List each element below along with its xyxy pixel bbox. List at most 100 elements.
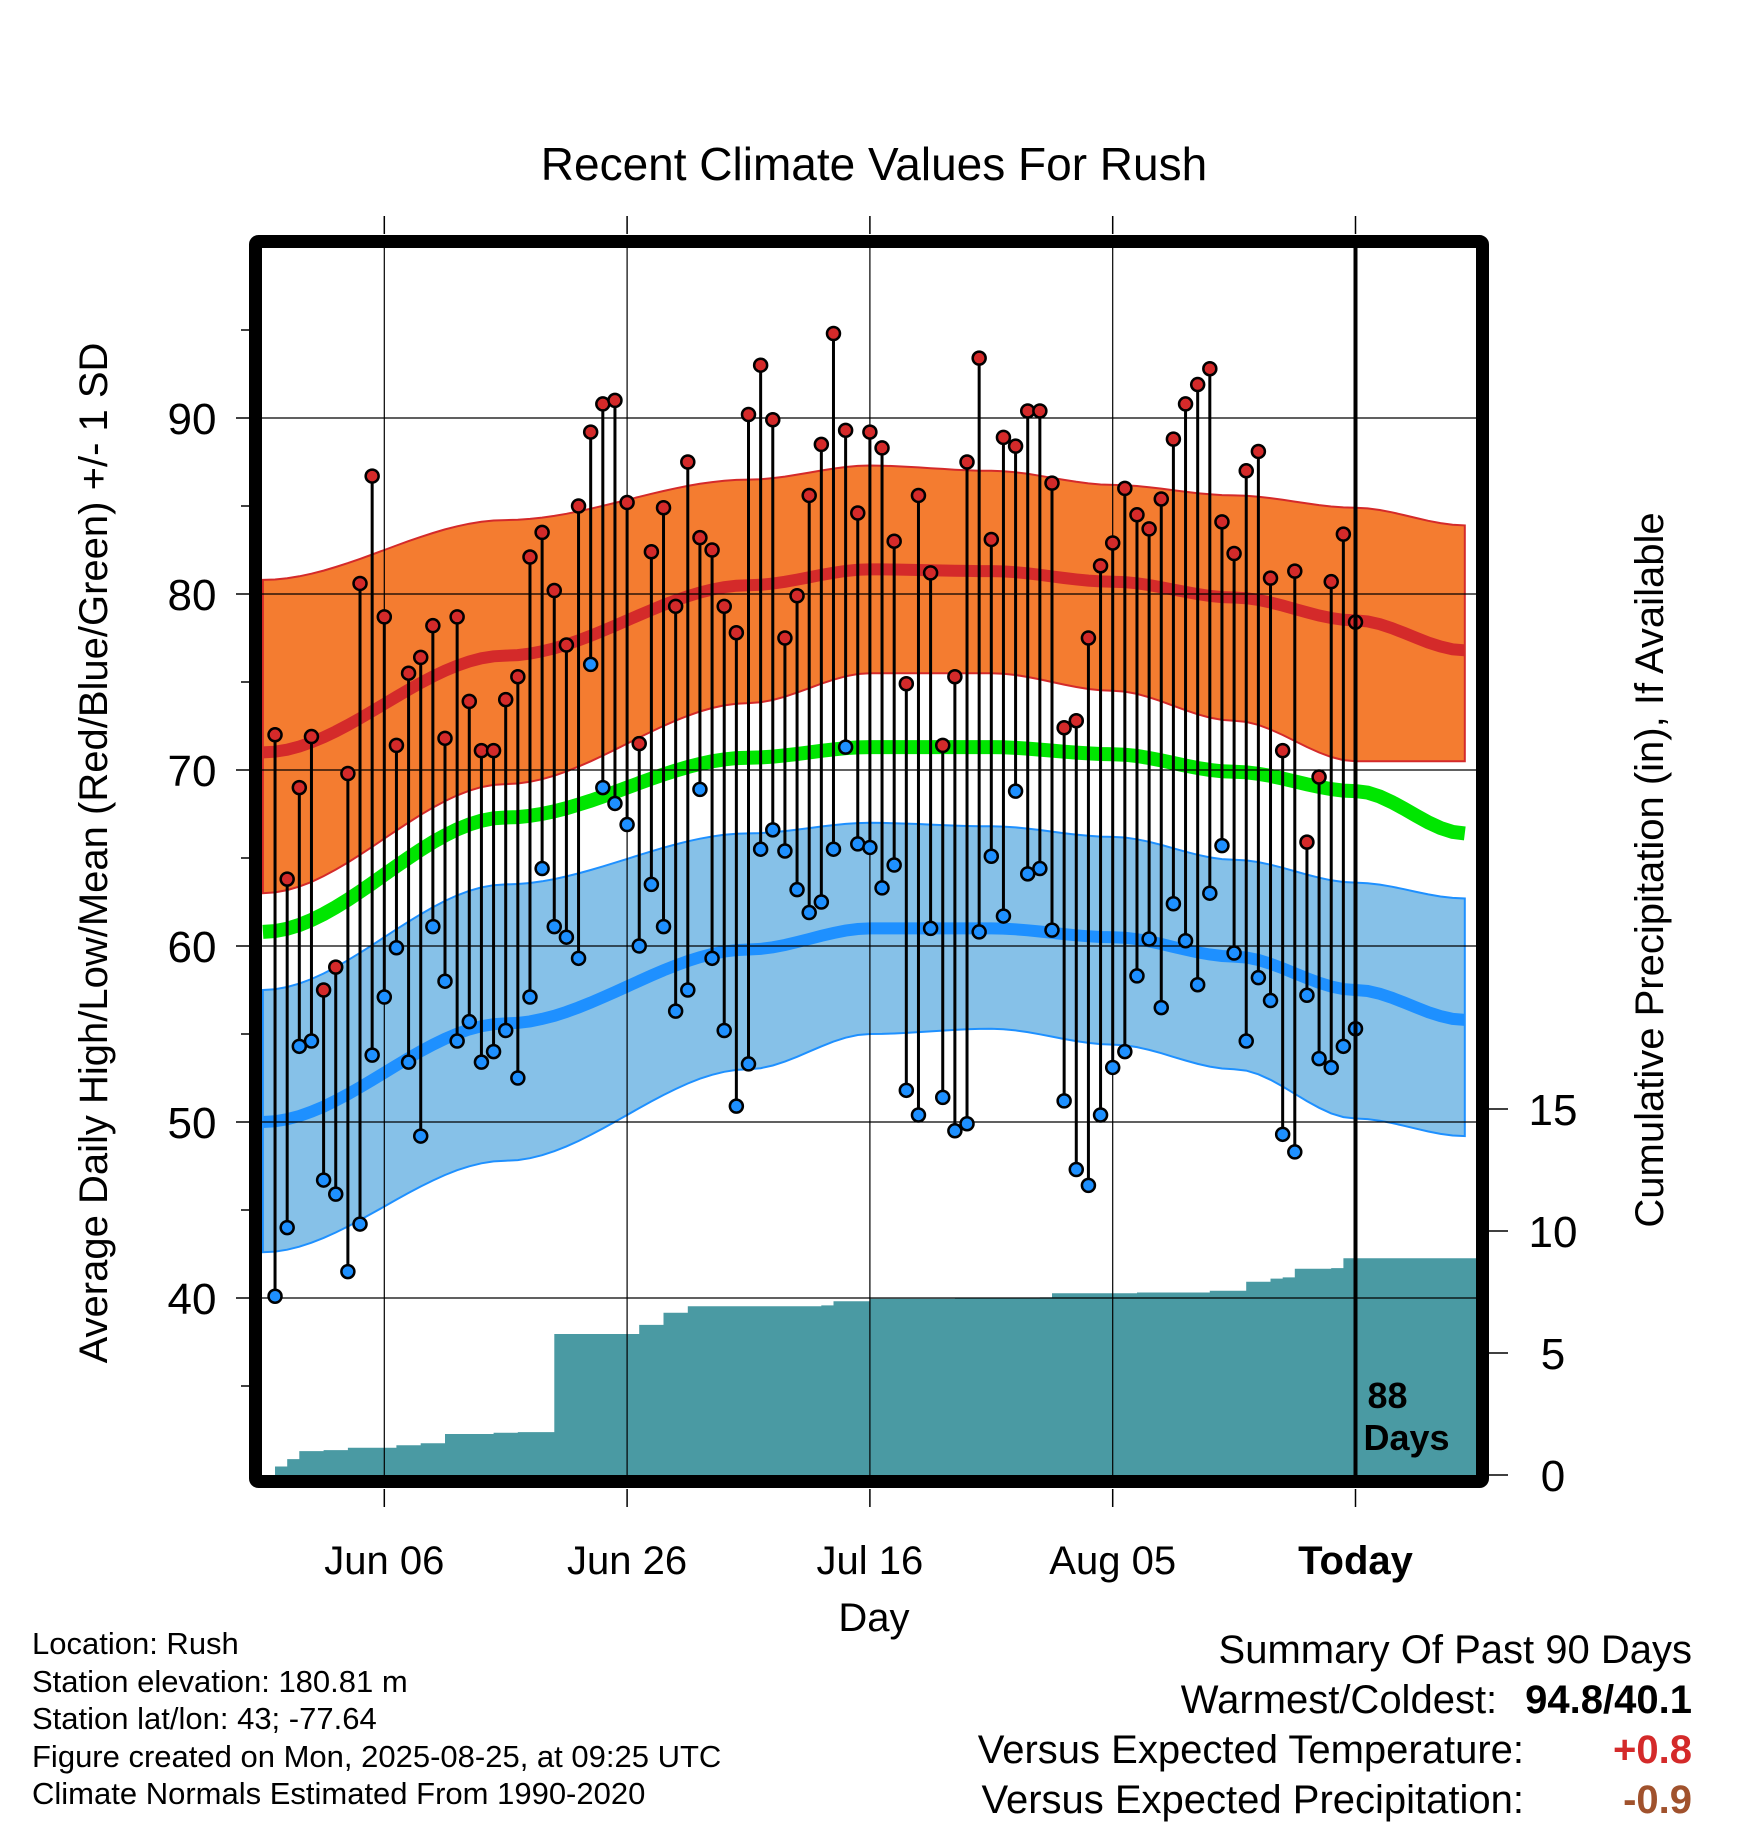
right-tick-label: 15 (1529, 1086, 1578, 1135)
y-tick-label: 40 (168, 1275, 217, 1324)
daily-low-point (1092, 1107, 1109, 1123)
daily-high-point (1226, 545, 1242, 562)
daily-low-point (910, 1107, 927, 1123)
daily-high-point (376, 609, 393, 625)
daily-high-point (485, 742, 502, 759)
daily-low-point (728, 1098, 745, 1114)
daily-high-point (983, 531, 1000, 548)
daily-high-point (315, 982, 332, 998)
daily-low-point (1311, 1050, 1327, 1067)
daily-low-point (1056, 1093, 1072, 1109)
x-tick-label: Jun 26 (567, 1539, 687, 1583)
daily-low-point (376, 989, 393, 1005)
daily-high-point (728, 624, 745, 641)
daily-low-point (922, 920, 939, 937)
daily-high-point (1141, 521, 1157, 537)
daily-low-point (704, 950, 720, 967)
daily-high-point (437, 730, 453, 747)
daily-low-point (740, 1056, 757, 1072)
daily-low-point (437, 973, 453, 989)
daily-high-point (1117, 480, 1133, 497)
temp-anomaly-label: Versus Expected Temperature: (977, 1728, 1524, 1772)
warmest-coldest-label: Warmest/Coldest: (1180, 1678, 1498, 1722)
daily-high-point (340, 765, 356, 782)
daily-low-point (874, 880, 890, 896)
daily-high-point (582, 424, 599, 440)
today-days-label: Days (1364, 1417, 1450, 1458)
summary-temp-anomaly: Versus Expected Temperature: +0.8 (978, 1725, 1692, 1775)
right-tick-label: 10 (1529, 1208, 1578, 1257)
daily-high-point (1177, 396, 1194, 412)
daily-low-point (267, 1288, 283, 1304)
daily-high-point (680, 454, 696, 470)
daily-high-point (267, 727, 283, 743)
daily-low-point (789, 881, 805, 898)
summary-precip-anomaly: Versus Expected Precipitation: -0.9 (978, 1775, 1692, 1825)
daily-low-point (692, 781, 708, 798)
daily-high-point (364, 468, 380, 484)
daily-low-point (522, 989, 538, 1005)
daily-low-point (1141, 931, 1157, 947)
daily-low-point (837, 739, 854, 755)
daily-low-point (1044, 922, 1060, 938)
daily-high-point (704, 542, 720, 558)
daily-high-point (643, 544, 660, 560)
daily-high-point (1274, 742, 1291, 759)
daily-low-point (327, 1186, 344, 1202)
daily-low-point (1032, 860, 1048, 877)
daily-high-point (1068, 712, 1085, 729)
daily-low-point (607, 795, 623, 812)
daily-low-point (1007, 783, 1024, 799)
daily-low-point (777, 843, 793, 859)
daily-low-point (1153, 999, 1170, 1016)
daily-low-point (510, 1070, 526, 1086)
daily-high-point (619, 494, 635, 511)
daily-high-point (1262, 570, 1279, 586)
daily-high-point (534, 524, 550, 541)
daily-high-point (352, 575, 368, 592)
station-latlon: Station lat/lon: 43; -77.64 (32, 1701, 377, 1736)
daily-low-point (546, 918, 563, 935)
daily-high-point (667, 598, 684, 615)
daily-low-point (1068, 1161, 1085, 1178)
daily-high-point (570, 498, 587, 514)
daily-low-point (995, 908, 1012, 924)
daily-low-point (485, 1043, 502, 1060)
daily-high-point (1032, 403, 1048, 419)
daily-high-point (1189, 376, 1206, 393)
daily-low-point (667, 1003, 684, 1019)
daily-low-point (364, 1047, 380, 1063)
chart-title: Recent Climate Values For Rush (541, 138, 1207, 190)
daily-low-point (1299, 987, 1315, 1004)
daily-low-point (425, 918, 441, 935)
daily-low-point (655, 918, 672, 935)
daily-low-point (1335, 1038, 1352, 1055)
daily-high-point (837, 422, 854, 439)
daily-high-point (1299, 834, 1315, 850)
daily-high-point (1044, 475, 1060, 491)
x-tick-label: Jul 16 (817, 1539, 924, 1583)
daily-high-point (898, 676, 915, 692)
daily-high-point (425, 617, 441, 634)
station-location: Location: Rush (32, 1626, 239, 1661)
daily-low-point (412, 1128, 429, 1144)
daily-high-point (546, 582, 563, 599)
daily-low-point (461, 1013, 478, 1030)
daily-low-point (801, 904, 817, 921)
plot-frame (249, 235, 1489, 1488)
daily-high-point (1153, 491, 1170, 507)
daily-low-point (1226, 945, 1242, 961)
temp-anomaly-value: +0.8 (1613, 1728, 1692, 1772)
y-tick-label: 80 (168, 571, 217, 620)
precip-area (275, 1258, 1476, 1475)
daily-low-point (352, 1216, 368, 1232)
daily-high-point (1165, 431, 1182, 447)
daily-high-point (1007, 438, 1024, 454)
daily-high-point (886, 533, 902, 549)
daily-high-point (922, 565, 939, 581)
daily-low-point (570, 950, 587, 967)
daily-low-point (1189, 976, 1206, 993)
daily-low-point (813, 894, 830, 910)
daily-high-point (765, 412, 781, 428)
daily-low-point (558, 929, 575, 945)
